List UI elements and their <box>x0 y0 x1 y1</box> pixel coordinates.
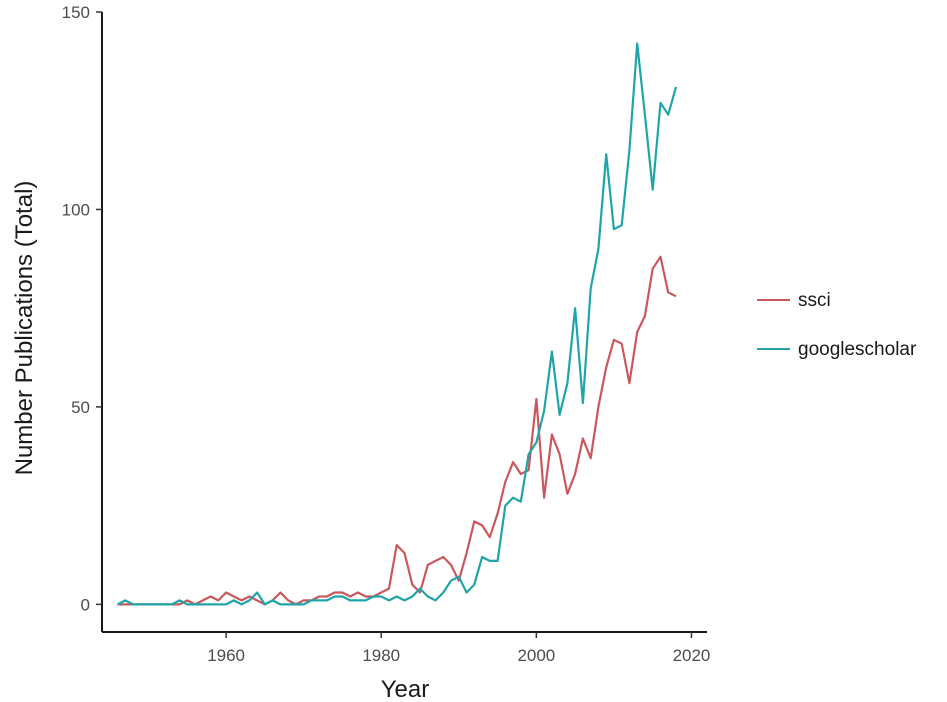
x-axis-title: Year <box>381 676 430 702</box>
legend-label-googlescholar: googlescholar <box>798 339 917 360</box>
plot-lines <box>116 42 678 606</box>
x-tick-label: 1960 <box>207 646 245 665</box>
y-tick-label: 100 <box>62 200 90 219</box>
ticks: 0 50 100 150 1960 1980 2000 2020 <box>62 3 711 665</box>
x-tick-label: 2020 <box>673 646 711 665</box>
legend-label-ssci: ssci <box>798 290 831 311</box>
x-tick-label: 2000 <box>517 646 555 665</box>
y-tick-label: 150 <box>62 3 90 22</box>
y-tick-label: 50 <box>71 398 90 417</box>
legend: ssci googlescholar <box>757 290 917 360</box>
y-tick-label: 0 <box>81 595 90 614</box>
axes <box>101 12 707 633</box>
y-axis-title: Number Publications (Total) <box>11 181 38 476</box>
series-line-ssci <box>117 255 677 606</box>
series-line-googlescholar <box>116 42 678 606</box>
x-tick-label: 1980 <box>362 646 400 665</box>
